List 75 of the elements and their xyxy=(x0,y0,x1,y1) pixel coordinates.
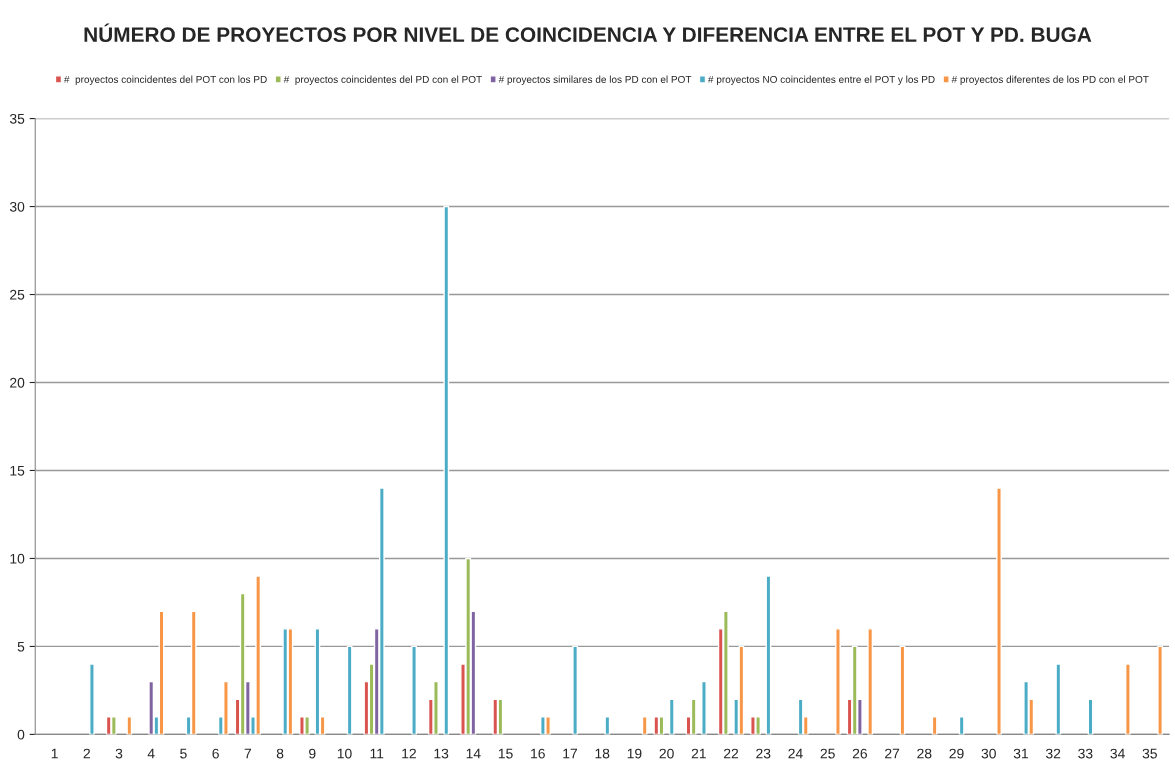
y-tick-label: 30 xyxy=(9,201,25,212)
bar xyxy=(443,205,450,735)
x-tick-label: 15 xyxy=(498,748,513,759)
x-tick-label: 18 xyxy=(595,748,610,759)
y-tick-label: 0 xyxy=(17,729,25,740)
x-tick-label: 30 xyxy=(981,748,996,759)
bar xyxy=(604,716,611,735)
x-tick-label: 19 xyxy=(627,748,642,759)
x-tick-label: 28 xyxy=(917,748,932,759)
bar xyxy=(346,645,353,735)
bar xyxy=(958,716,965,735)
bar xyxy=(690,698,697,735)
x-tick-label: 1 xyxy=(51,748,58,759)
y-tick-label: 10 xyxy=(10,553,25,564)
x-tick-label: 20 xyxy=(659,748,674,759)
bar xyxy=(190,610,197,735)
bar xyxy=(931,716,938,735)
bar xyxy=(996,487,1002,735)
y-tick-label: 20 xyxy=(10,377,25,388)
legend-label: # proyectos coincidentes del PD con el POT xyxy=(283,75,482,85)
x-tick-label: 10 xyxy=(337,748,352,759)
x-tick-label: 17 xyxy=(563,748,577,759)
x-tick-label: 3 xyxy=(115,748,123,759)
y-tick-label: 25 xyxy=(10,289,25,300)
legend-label: # proyectos diferentes de los PD con el POT xyxy=(951,75,1149,85)
x-tick-label: 31 xyxy=(1013,748,1028,759)
legend-label: # proyectos coincidentes del POT con los PD xyxy=(64,75,267,85)
x-tick-label: 29 xyxy=(949,748,964,759)
x-tick-label: 32 xyxy=(1045,748,1061,759)
x-tick-label: 13 xyxy=(434,748,449,759)
bar xyxy=(867,628,874,735)
x-tick-label: 6 xyxy=(212,748,219,759)
x-tick-label: 22 xyxy=(724,748,739,759)
bar xyxy=(411,645,417,735)
y-tick-label: 5 xyxy=(17,641,25,652)
x-tick-label: 5 xyxy=(180,748,187,759)
x-tick-label: 7 xyxy=(244,748,252,759)
bar xyxy=(126,716,133,735)
bar xyxy=(722,610,729,735)
bar xyxy=(835,628,841,735)
x-tick-label: 21 xyxy=(691,748,706,759)
bar xyxy=(653,716,660,735)
x-tick-label: 14 xyxy=(466,748,481,759)
x-tick-label: 16 xyxy=(531,748,545,759)
x-tick-label: 33 xyxy=(1078,748,1093,759)
legend-label: # proyectos NO coincidentes entre el POT y los PD xyxy=(708,75,935,85)
y-tick-label: 15 xyxy=(10,465,25,476)
x-tick-label: 27 xyxy=(885,748,900,759)
x-tick-label: 23 xyxy=(756,748,771,759)
bar xyxy=(1157,645,1163,735)
y-tick-label: 35 xyxy=(9,113,25,124)
bar xyxy=(110,716,117,735)
bar xyxy=(701,680,707,735)
bar xyxy=(148,680,155,735)
x-tick-label: 35 xyxy=(1142,748,1157,759)
bar xyxy=(89,663,95,735)
x-tick-label: 26 xyxy=(852,748,867,759)
legend-label: # proyectos similares de los PD con el POT xyxy=(498,75,692,85)
bar xyxy=(492,698,499,735)
chart-title: NÚMERO DE PROYECTOS POR NIVEL DE COINCIDENCIA Y DIFERENCIA ENTRE EL POT Y PD. BUGA xyxy=(84,23,1092,43)
x-tick-label: 4 xyxy=(147,748,155,759)
bar xyxy=(572,645,579,735)
x-tick-label: 11 xyxy=(370,748,384,759)
bar xyxy=(641,716,648,735)
bar xyxy=(378,487,385,735)
x-tick-label: 25 xyxy=(820,748,835,759)
x-tick-label: 12 xyxy=(402,748,416,759)
bar xyxy=(1055,663,1062,735)
x-tick-label: 2 xyxy=(83,748,90,759)
x-tick-label: 8 xyxy=(276,748,284,759)
x-tick-label: 24 xyxy=(788,748,803,759)
x-tick-label: 34 xyxy=(1110,748,1125,759)
bar xyxy=(1125,663,1131,735)
x-tick-label: 9 xyxy=(309,748,316,759)
bar xyxy=(668,698,675,735)
